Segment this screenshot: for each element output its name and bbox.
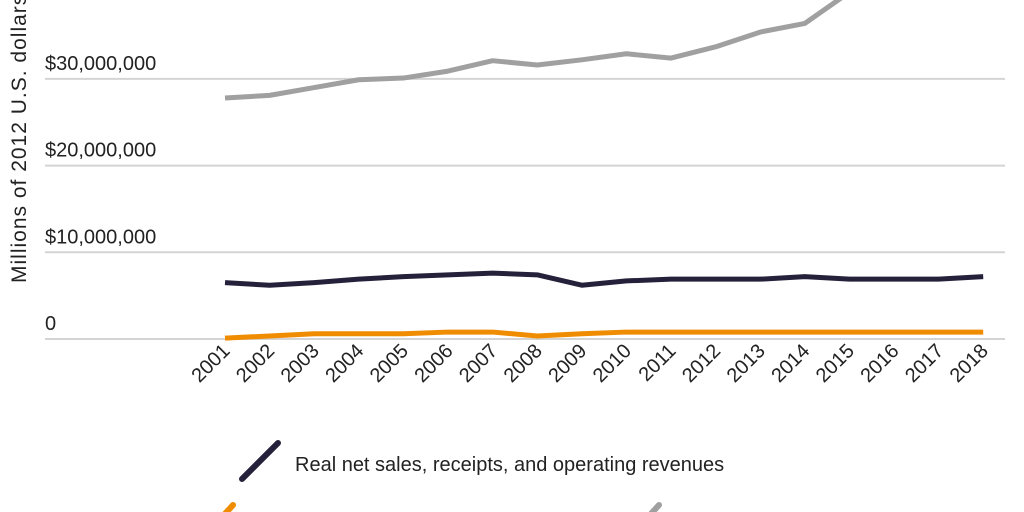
legend-swatch <box>222 502 236 512</box>
x-tick-label: 2004 <box>321 340 368 387</box>
y-tick-label: 0 <box>45 313 56 335</box>
x-tick-label: 2009 <box>544 340 591 387</box>
x-tick-label: 2015 <box>812 340 859 387</box>
series-line-2 <box>224 329 984 341</box>
x-tick-label: 2011 <box>635 340 681 386</box>
y-tick-label: $30,000,000 <box>45 53 156 75</box>
y-tick-label: $10,000,000 <box>45 226 156 248</box>
x-tick-label: 2003 <box>277 340 324 387</box>
x-tick-label: 2005 <box>366 340 413 387</box>
y-axis-label: Millions of 2012 U.S. dollars <box>8 0 31 283</box>
series-lines <box>224 0 984 341</box>
x-tick-label: 2002 <box>232 340 279 387</box>
x-tick-label: 2001 <box>188 340 235 387</box>
x-tick-labels: 2001200220032004200520062007200820092010… <box>188 340 993 387</box>
x-tick-label: 2014 <box>767 340 814 387</box>
y-tick-labels: 0 $10,000,000 $20,000,000 $30,000,000 <box>45 53 156 335</box>
x-tick-label: 2016 <box>857 340 904 387</box>
legend-swatch <box>239 440 281 482</box>
x-tick-label: 2012 <box>678 340 725 387</box>
legend-swatch <box>648 502 662 512</box>
x-tick-label: 2008 <box>500 340 547 387</box>
x-tick-label: 2010 <box>589 340 636 387</box>
legend: Real net sales, receipts, and operating … <box>222 440 724 512</box>
series-line-1 <box>224 270 984 288</box>
gridlines <box>45 77 1005 340</box>
x-tick-label: 2007 <box>455 340 502 387</box>
legend-label: Real net sales, receipts, and operating … <box>295 454 724 476</box>
x-tick-label: 2006 <box>411 340 458 387</box>
x-tick-label: 2013 <box>723 340 770 387</box>
x-tick-label: 2017 <box>901 340 948 387</box>
y-tick-label: $20,000,000 <box>45 140 156 162</box>
x-tick-label: 2018 <box>946 340 993 387</box>
series-line-0 <box>224 0 843 101</box>
